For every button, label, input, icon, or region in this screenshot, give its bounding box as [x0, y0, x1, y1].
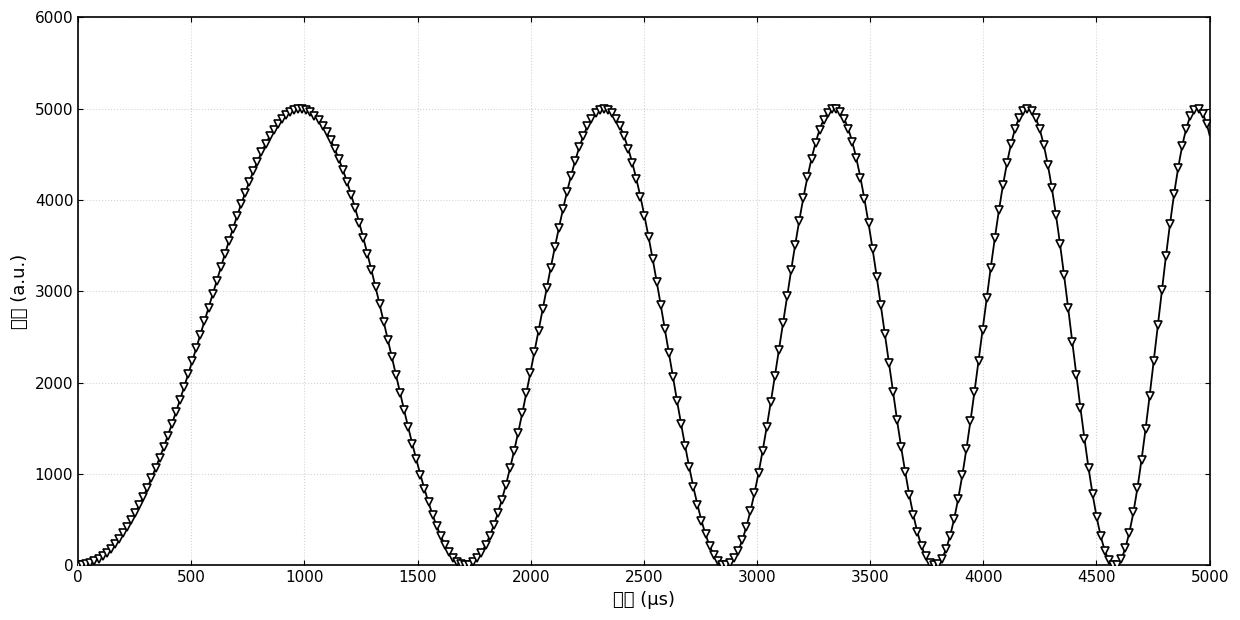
Y-axis label: 幅値 (a.u.): 幅値 (a.u.) — [11, 254, 29, 329]
X-axis label: 时间 (μs): 时间 (μs) — [613, 591, 675, 609]
